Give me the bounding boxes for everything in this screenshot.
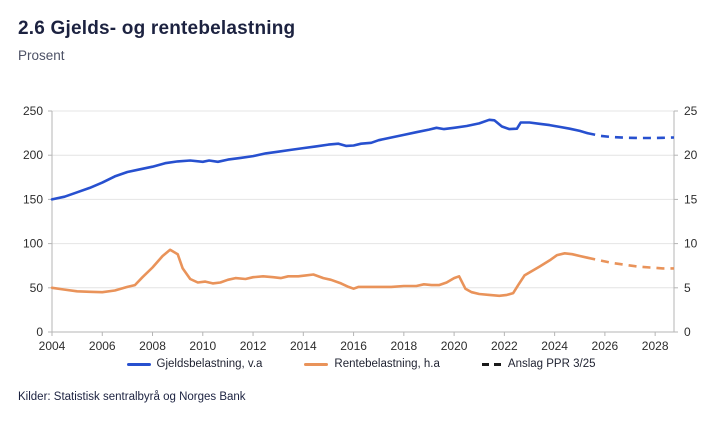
series-line-left <box>50 118 589 201</box>
series-forecast-right <box>587 256 674 270</box>
line-chart-canvas: 0 0 50 5 100 10 150 15 200 20 250 25 2004 2006 2008 201… <box>23 104 698 353</box>
x-axis-label: 2014 <box>290 339 317 353</box>
legend-label: Anslag PPR 3/25 <box>507 358 596 370</box>
legend-label: Gjeldsbelastning, v.a <box>156 358 263 370</box>
legend-item-3: Anslag PPR 3/25 <box>481 358 596 370</box>
x-axis-label: 2016 <box>340 339 367 353</box>
x-axis-label: 2028 <box>642 339 669 353</box>
legend-solid-line-icon <box>126 362 151 366</box>
left-axis-label: 0 <box>36 325 43 339</box>
left-axis-label: 150 <box>23 192 43 206</box>
legend-item-2: Rentebelastning, h.a <box>304 358 440 370</box>
x-axis-label: 2024 <box>541 339 568 353</box>
x-axis-label: 2018 <box>390 339 417 353</box>
chart-legend: Gjeldsbelastning, v.a Rentebelastning, h.… <box>0 358 722 370</box>
left-axis-label: 50 <box>30 281 44 295</box>
x-axis-label: 2012 <box>240 339 267 353</box>
figure-title: 2.6 Gjelds- og rentebelastning <box>18 18 296 39</box>
left-axis-label: 100 <box>23 237 43 251</box>
x-axis-label: 2026 <box>592 339 619 353</box>
x-axis-label: 2006 <box>89 339 116 353</box>
figure-subtitle: Prosent <box>18 48 65 63</box>
x-axis-label: 2020 <box>441 339 468 353</box>
right-axis-label: 15 <box>684 192 698 206</box>
x-axis-label: 2022 <box>491 339 518 353</box>
right-axis-label: 5 <box>684 281 691 295</box>
right-axis-label: 20 <box>684 148 698 162</box>
right-axis-label: 0 <box>684 325 691 339</box>
x-axis-label: 2010 <box>189 339 216 353</box>
series-forecast-left <box>587 131 675 140</box>
legend-label: Rentebelastning, h.a <box>334 358 440 370</box>
left-axis-label: 250 <box>23 104 43 118</box>
legend-dashed-line-icon <box>481 362 502 366</box>
left-axis-label: 200 <box>23 148 43 162</box>
x-axis-label: 2004 <box>39 339 66 353</box>
legend-item-1: Gjeldsbelastning, v.a <box>126 358 263 370</box>
legend-solid-line-icon <box>304 362 329 366</box>
series-line-right <box>50 248 589 298</box>
source-note: Kilder: Statistisk sentralbyrå og Norges… <box>18 391 246 403</box>
x-axis-label: 2008 <box>139 339 166 353</box>
right-axis-label: 10 <box>684 237 698 251</box>
right-axis-label: 25 <box>684 104 698 118</box>
